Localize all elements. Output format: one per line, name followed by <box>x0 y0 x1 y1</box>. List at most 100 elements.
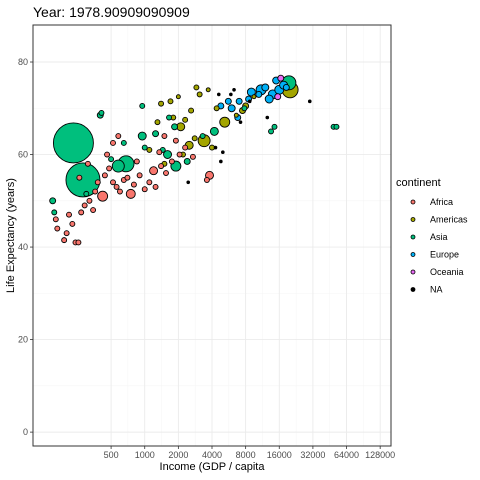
data-point <box>141 186 148 193</box>
x-tick-label: 16000 <box>267 450 292 460</box>
data-point <box>261 83 270 92</box>
data-point <box>136 172 143 179</box>
legend-label: NA <box>430 285 443 295</box>
data-point <box>229 92 233 97</box>
data-point <box>108 156 115 163</box>
legend-key <box>410 234 416 240</box>
data-point <box>172 137 179 144</box>
data-point <box>94 179 101 186</box>
data-point <box>196 91 203 98</box>
legend-key <box>410 217 416 222</box>
data-point <box>65 162 101 198</box>
y-axis-label: Life Expectancy (years) <box>5 178 17 293</box>
data-point <box>97 190 109 202</box>
data-point <box>203 177 210 183</box>
data-point <box>113 183 120 190</box>
legend-key <box>410 199 416 205</box>
data-point <box>333 123 340 130</box>
data-point <box>137 131 147 141</box>
data-point <box>166 114 172 121</box>
x-tick-label: 128000 <box>365 450 395 460</box>
data-point <box>158 163 165 170</box>
legend-key <box>410 269 416 275</box>
data-point <box>171 123 179 131</box>
y-axis: 0 20 40 60 80 <box>18 57 33 437</box>
data-point <box>186 180 191 185</box>
data-point <box>63 230 70 237</box>
data-point <box>110 140 116 146</box>
data-point <box>49 197 57 205</box>
data-point <box>163 150 172 159</box>
data-point <box>83 190 90 197</box>
data-points <box>49 74 340 246</box>
data-point <box>84 160 91 167</box>
data-point <box>199 133 206 139</box>
data-point <box>213 145 218 150</box>
data-point <box>146 146 153 153</box>
x-tick-label: 2000 <box>168 450 188 460</box>
data-point <box>161 133 168 139</box>
legend-label: Asia <box>430 232 448 242</box>
data-point <box>98 109 105 116</box>
data-point <box>149 166 159 176</box>
data-point <box>183 158 191 165</box>
data-point <box>224 97 232 105</box>
data-point <box>120 140 127 146</box>
x-tick-label: 4000 <box>202 450 222 460</box>
data-point <box>233 112 239 118</box>
data-point <box>235 97 243 105</box>
data-point <box>141 144 148 151</box>
data-point <box>255 90 263 98</box>
data-point <box>152 130 160 138</box>
data-point <box>90 207 97 214</box>
data-point <box>154 119 161 126</box>
data-point <box>238 120 243 124</box>
data-point <box>75 239 82 246</box>
data-point <box>219 159 223 164</box>
data-point <box>133 158 140 165</box>
data-point <box>182 116 189 123</box>
data-point <box>51 209 58 216</box>
data-point <box>125 188 136 199</box>
data-point <box>265 115 270 120</box>
data-point <box>227 104 236 113</box>
data-point <box>54 225 61 232</box>
legend-key <box>410 252 416 257</box>
data-point <box>104 151 111 158</box>
y-tick-label: 0 <box>23 427 28 437</box>
data-point <box>76 174 83 181</box>
data-point <box>307 99 312 104</box>
data-point <box>111 159 125 173</box>
data-point <box>221 150 225 155</box>
x-tick-label: 1000 <box>135 450 155 460</box>
y-tick-label: 60 <box>18 150 28 160</box>
data-point <box>52 122 94 164</box>
data-point <box>219 116 231 128</box>
x-axis-label: Income (GDP / capita <box>160 461 266 473</box>
legend: continent Africa Americas Asia Europe Oceani… <box>396 177 468 295</box>
grid <box>33 25 391 446</box>
data-point <box>268 128 274 135</box>
data-point <box>156 149 163 156</box>
data-point <box>274 93 282 101</box>
data-point <box>115 133 122 139</box>
data-point <box>168 158 175 165</box>
data-point <box>92 188 99 195</box>
x-tick-label: 8000 <box>236 450 256 460</box>
data-point <box>101 172 108 179</box>
data-point <box>176 151 183 158</box>
data-point <box>205 87 211 93</box>
data-point <box>152 183 159 190</box>
y-tick-label: 20 <box>18 335 28 345</box>
data-point <box>188 107 195 114</box>
data-point <box>193 84 200 91</box>
data-point <box>116 188 123 195</box>
x-tick-label: 500 <box>104 450 119 460</box>
legend-label: Americas <box>430 215 468 225</box>
data-point <box>106 165 113 172</box>
data-point <box>110 179 116 186</box>
data-point <box>213 105 220 112</box>
chart-title: Year: 1978.90909090909 <box>33 4 190 20</box>
data-point <box>246 87 256 97</box>
